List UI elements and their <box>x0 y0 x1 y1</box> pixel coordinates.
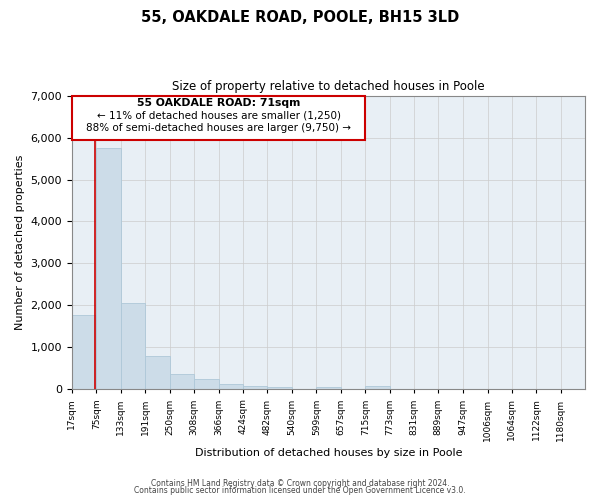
Text: 55 OAKDALE ROAD: 71sqm: 55 OAKDALE ROAD: 71sqm <box>137 98 300 108</box>
Bar <box>170 374 194 390</box>
Bar <box>96 148 121 390</box>
Y-axis label: Number of detached properties: Number of detached properties <box>15 155 25 330</box>
Bar <box>316 388 341 390</box>
Text: 55, OAKDALE ROAD, POOLE, BH15 3LD: 55, OAKDALE ROAD, POOLE, BH15 3LD <box>141 10 459 25</box>
Text: Contains HM Land Registry data © Crown copyright and database right 2024.: Contains HM Land Registry data © Crown c… <box>151 478 449 488</box>
FancyBboxPatch shape <box>73 96 365 140</box>
Bar <box>218 384 243 390</box>
Bar <box>194 380 218 390</box>
X-axis label: Distribution of detached houses by size in Poole: Distribution of detached houses by size … <box>195 448 462 458</box>
Bar <box>268 387 292 390</box>
Bar <box>72 314 96 390</box>
Title: Size of property relative to detached houses in Poole: Size of property relative to detached ho… <box>172 80 485 93</box>
Text: 88% of semi-detached houses are larger (9,750) →: 88% of semi-detached houses are larger (… <box>86 123 351 133</box>
Text: ← 11% of detached houses are smaller (1,250): ← 11% of detached houses are smaller (1,… <box>97 110 341 120</box>
Bar <box>145 356 170 390</box>
Text: Contains public sector information licensed under the Open Government Licence v3: Contains public sector information licen… <box>134 486 466 495</box>
Bar <box>243 386 268 390</box>
Bar <box>121 304 145 390</box>
Bar <box>365 386 389 390</box>
